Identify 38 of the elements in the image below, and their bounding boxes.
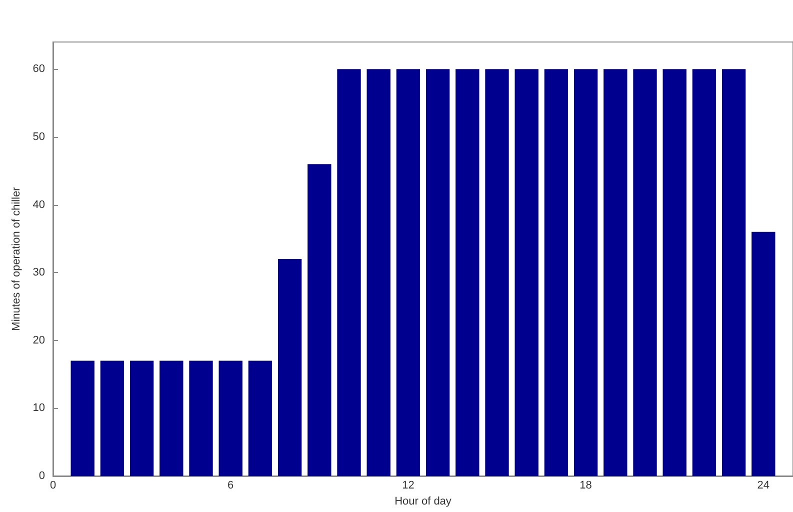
bar xyxy=(160,360,184,476)
y-tick-label: 10 xyxy=(32,402,45,414)
y-tick-label: 40 xyxy=(32,198,45,211)
bar xyxy=(308,164,332,476)
y-axis-title: Minutes of operation of chiller xyxy=(10,186,22,331)
bar xyxy=(544,69,568,476)
bar xyxy=(70,360,94,476)
bar xyxy=(337,69,361,476)
bar xyxy=(514,69,538,476)
bar xyxy=(278,259,302,476)
y-tick-label: 0 xyxy=(38,470,45,482)
y-tick-label: 50 xyxy=(32,130,45,143)
x-axis-title: Hour of day xyxy=(394,495,452,508)
y-tick-label: 20 xyxy=(32,334,45,346)
bar xyxy=(485,69,509,476)
bar xyxy=(633,69,657,476)
bar xyxy=(366,69,390,476)
bar xyxy=(692,69,716,476)
bar xyxy=(189,360,213,476)
x-tick-label: 12 xyxy=(402,480,414,492)
bar xyxy=(130,360,154,476)
bar xyxy=(456,69,480,476)
bar xyxy=(248,360,272,476)
y-tick-label: 60 xyxy=(32,63,45,76)
bar xyxy=(722,69,746,476)
bar xyxy=(100,360,124,476)
bar xyxy=(218,360,242,476)
bar xyxy=(574,69,598,476)
bar xyxy=(396,69,420,476)
bar xyxy=(662,69,686,476)
x-tick-label: 0 xyxy=(50,480,56,492)
x-tick-label: 18 xyxy=(580,480,592,492)
x-tick-label: 6 xyxy=(228,480,234,492)
y-tick-label: 30 xyxy=(32,266,45,279)
bar xyxy=(752,232,776,476)
bar xyxy=(604,69,628,476)
bar xyxy=(426,69,450,476)
x-tick-label: 24 xyxy=(757,480,770,492)
